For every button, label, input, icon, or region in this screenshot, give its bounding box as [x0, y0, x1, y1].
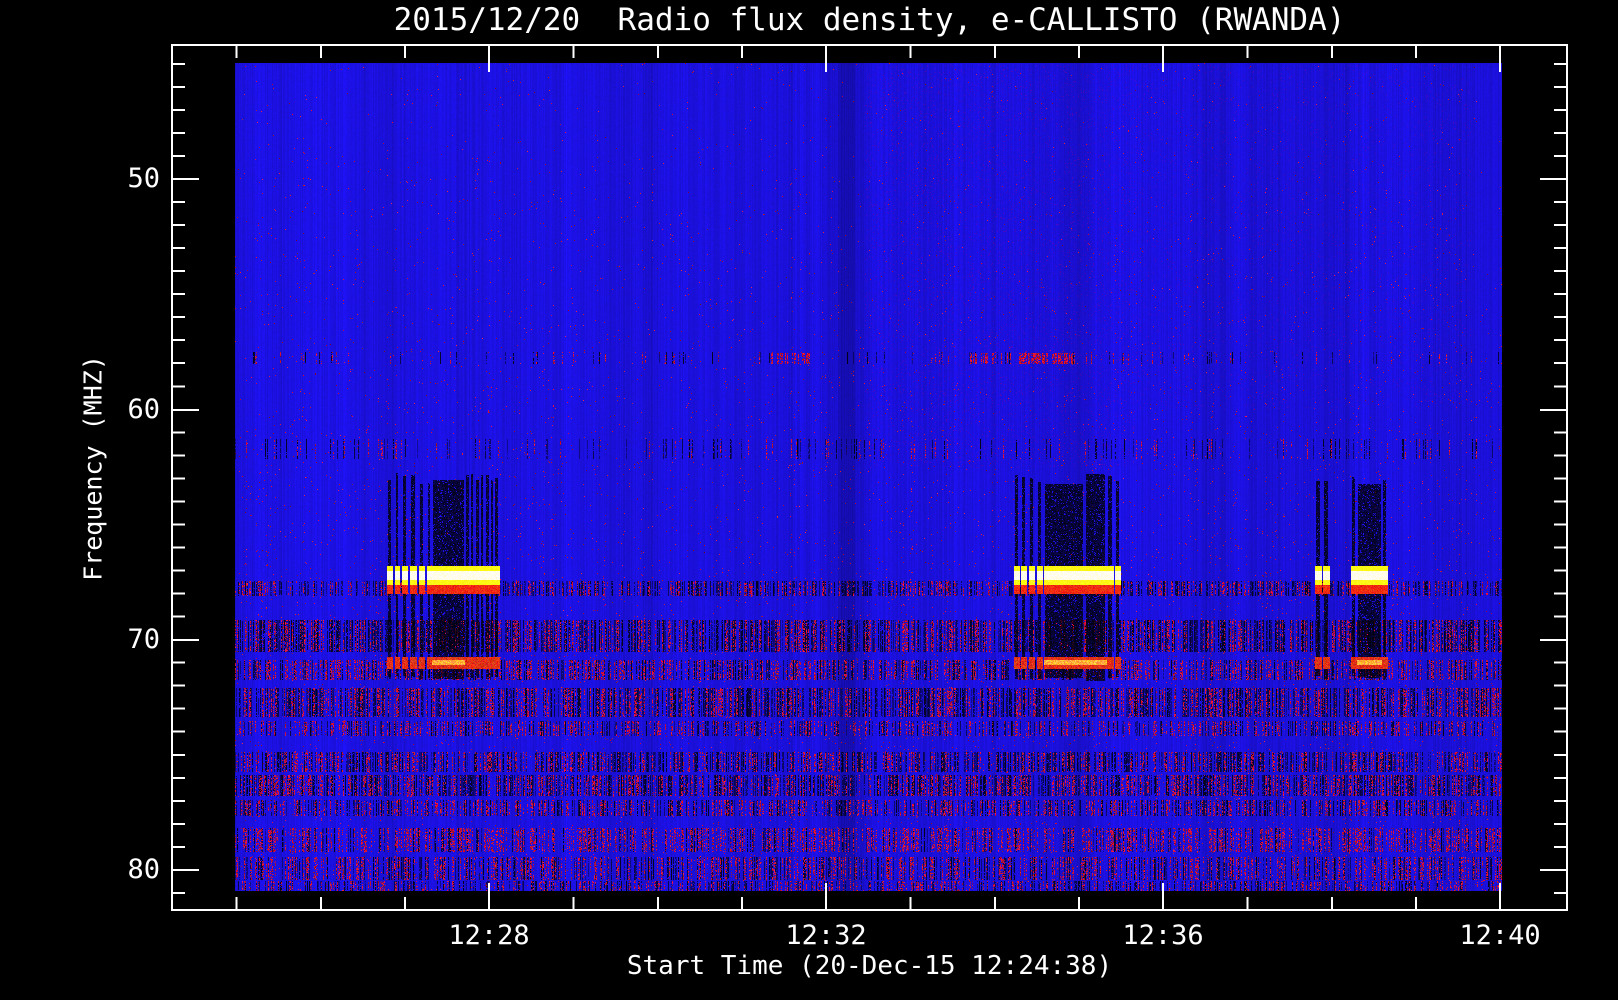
x-tick-label: 12:28: [448, 920, 530, 951]
y-tick-label: 50: [127, 163, 160, 194]
y-axis-label: Frequency (MHZ): [78, 355, 108, 581]
x-tick-label: 12:32: [785, 920, 867, 951]
plot-frame: [171, 44, 1568, 911]
x-tick-label: 12:36: [1122, 920, 1204, 951]
y-tick-label: 80: [127, 854, 160, 885]
y-tick-label: 70: [127, 624, 160, 655]
plot-title: 2015/12/20 Radio flux density, e-CALLIST…: [393, 2, 1346, 38]
x-tick-label: 12:40: [1459, 920, 1541, 951]
y-tick-label: 60: [127, 394, 160, 425]
x-axis-label: Start Time (20-Dec-15 12:24:38): [626, 951, 1113, 981]
spectrogram-image: [235, 63, 1502, 891]
